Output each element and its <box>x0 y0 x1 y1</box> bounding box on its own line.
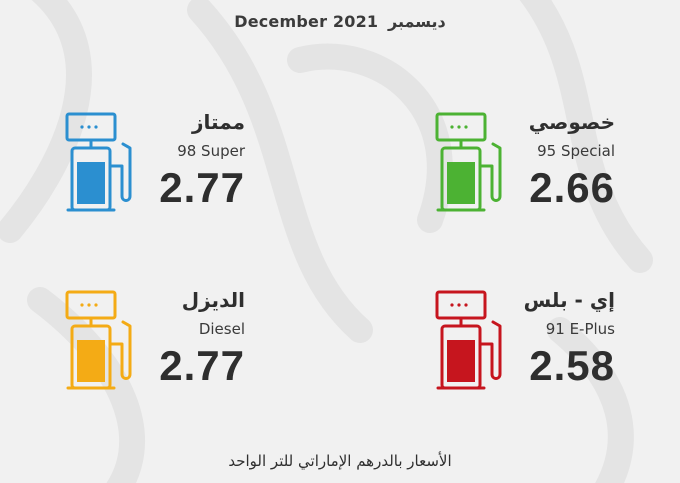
fuel-name-ar: ممتاز <box>192 110 245 134</box>
fuel-card-91-e-plus: إي - بلس 91 E-Plus 2.58 <box>432 288 642 398</box>
fuel-name-en: Diesel <box>198 320 245 338</box>
fuel-name-en: 91 E-Plus <box>545 320 615 338</box>
header-date-en: December 2021 <box>234 12 379 31</box>
fuel-name-ar: الديزل <box>181 288 245 312</box>
fuel-card-95-special: خصوصي 95 Special 2.66 <box>432 110 642 220</box>
fuel-pump-icon <box>435 112 502 212</box>
fuel-pump-icon <box>65 290 132 390</box>
price-unit-note: الأسعار بالدرهم الإماراتي للتر الواحد <box>228 452 452 470</box>
fuel-name-en: 98 Super <box>177 142 245 160</box>
fuel-price: 2.58 <box>529 342 615 389</box>
header-date-ar: ديسمبر <box>388 12 446 31</box>
fuel-price: 2.77 <box>159 164 245 211</box>
fuel-pump-icon <box>65 112 132 212</box>
fuel-card-diesel: الديزل Diesel 2.77 <box>62 288 272 398</box>
fuel-name-ar: إي - بلس <box>523 288 615 312</box>
fuel-name-ar: خصوصي <box>528 110 615 134</box>
fuel-name-en: 95 Special <box>537 142 615 160</box>
fuel-card-98-super: ممتاز 98 Super 2.77 <box>62 110 272 220</box>
fuel-pump-icon <box>435 290 502 390</box>
fuel-price: 2.66 <box>529 164 615 211</box>
fuel-price: 2.77 <box>159 342 245 389</box>
header-date: December 2021 ديسمبر <box>0 12 680 31</box>
